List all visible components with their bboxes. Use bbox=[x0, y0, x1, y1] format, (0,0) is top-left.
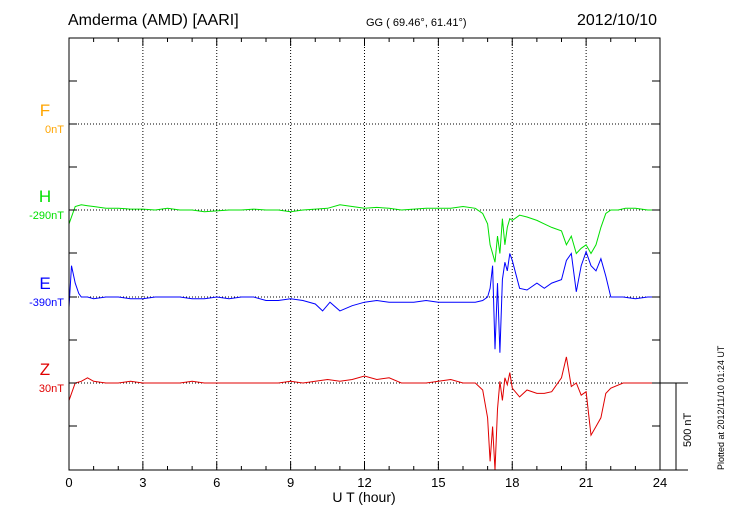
series-label-e: E bbox=[39, 274, 50, 293]
series-baseline-z: 30nT bbox=[39, 383, 64, 395]
series-baseline-e: -390nT bbox=[29, 297, 64, 309]
date-label: 2012/10/10 bbox=[577, 12, 658, 29]
series-label-f: F bbox=[40, 101, 50, 120]
x-tick-label: 9 bbox=[287, 475, 294, 490]
grid-lines bbox=[69, 38, 660, 470]
x-tick-label: 21 bbox=[579, 475, 593, 490]
x-axis-label: U T (hour) bbox=[332, 489, 395, 505]
x-tick-label: 12 bbox=[357, 475, 371, 490]
scale-bar-label: 500 nT bbox=[682, 412, 694, 447]
x-tick-label: 24 bbox=[653, 475, 667, 490]
series-baseline-h: -290nT bbox=[29, 210, 64, 222]
series-labels: F 0nT H -290nT E -390nT Z 30nT bbox=[29, 101, 64, 395]
series-lines bbox=[68, 204, 660, 471]
x-tick-label: 6 bbox=[213, 475, 220, 490]
coordinates-label: GG ( 69.46°, 61.41°) bbox=[366, 17, 467, 29]
station-title: Amderma (AMD) [AARI] bbox=[68, 12, 239, 29]
axis-ticks: 0 3 6 9 12 15 18 21 24 bbox=[65, 38, 667, 490]
series-line-h bbox=[68, 204, 660, 263]
x-tick-label: 18 bbox=[505, 475, 519, 490]
series-baseline-f: 0nT bbox=[45, 124, 64, 136]
series-label-z: Z bbox=[40, 360, 50, 379]
series-line-z bbox=[68, 356, 660, 471]
x-tick-label: 0 bbox=[65, 475, 72, 490]
series-label-h: H bbox=[39, 187, 51, 206]
scale-bar: 500 nT bbox=[660, 382, 694, 471]
series-line-e bbox=[68, 250, 660, 353]
x-tick-label: 3 bbox=[139, 475, 146, 490]
x-tick-label: 15 bbox=[431, 475, 445, 490]
